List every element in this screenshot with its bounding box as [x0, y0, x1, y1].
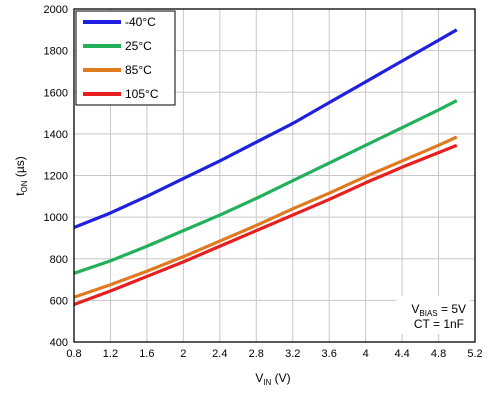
y-tick-labels: 400 600 800 1000 1200 1400 1600 1800 2000: [44, 4, 68, 349]
y-tick-label: 800: [50, 254, 68, 266]
legend-box: [75, 10, 176, 106]
series-line-1: [73, 99, 458, 275]
x-tick-label: 2.8: [249, 348, 264, 360]
legend-label: 105°C: [125, 87, 159, 101]
annotation-box: [396, 296, 470, 334]
series-layer: [73, 28, 458, 307]
plot-frame: [73, 8, 476, 343]
x-tick-labels: 0.8 1.2 1.6 2 2.4 2.8 3.2 3.6 4 4.4 4.8 5.2: [66, 348, 482, 360]
x-tick-label: 2.4: [212, 348, 227, 360]
x-axis-title: VIN (V): [255, 371, 290, 387]
y-tick-label: 400: [50, 337, 68, 349]
x-tick-label: 3.2: [285, 348, 300, 360]
series-line-0: [73, 28, 458, 230]
x-tick-label: 4.8: [431, 348, 446, 360]
x-tick-label: 2: [180, 348, 186, 360]
x-tick-label: 1.2: [103, 348, 118, 360]
x-tick-label: 1.6: [139, 348, 154, 360]
y-tick-label: 1000: [44, 212, 68, 224]
legend-label: -40°C: [125, 15, 156, 29]
y-tick-label: 2000: [44, 4, 68, 16]
legend-label: 85°C: [125, 63, 152, 77]
x-tick-label: 4: [363, 348, 369, 360]
y-tick-label: 1200: [44, 171, 68, 183]
annotation-vbias: VBIAS = 5V: [411, 302, 466, 318]
x-tick-label: 4.4: [394, 348, 409, 360]
x-tick-label: 3.6: [322, 348, 337, 360]
legend-label: 25°C: [125, 39, 152, 53]
y-tick-label: 1800: [44, 46, 68, 58]
y-tick-label: 1600: [44, 87, 68, 99]
series-line-2: [73, 135, 458, 299]
series-line-3: [73, 143, 458, 307]
annotation-ct: CT = 1nF: [414, 317, 464, 331]
y-tick-label: 600: [50, 295, 68, 307]
x-tick-label: 5.2: [467, 348, 482, 360]
y-tick-label: 1400: [44, 129, 68, 141]
legend: -40°C 25°C 85°C 105°C: [75, 10, 176, 106]
y-axis-title: tON (µs): [13, 156, 29, 196]
x-tick-label: 0.8: [66, 348, 81, 360]
